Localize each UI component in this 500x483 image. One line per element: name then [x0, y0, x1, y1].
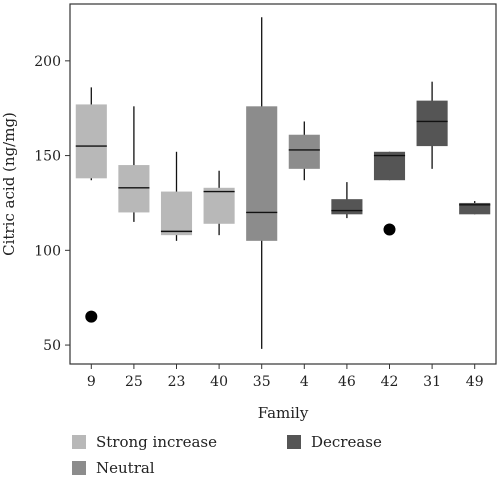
legend-item: Strong increase	[72, 433, 217, 451]
box	[331, 199, 363, 215]
box-family-49	[459, 201, 491, 215]
x-tick-label: 25	[125, 374, 143, 390]
legend-swatch	[287, 435, 301, 449]
x-tick-label: 40	[210, 374, 228, 390]
box	[75, 104, 107, 179]
box-family-23	[160, 151, 193, 241]
box	[459, 202, 491, 215]
box-family-42	[373, 151, 406, 236]
y-axis: 50 100 150 200	[34, 54, 70, 354]
box	[160, 191, 193, 236]
legend-label: Strong increase	[96, 433, 217, 451]
x-tick-label: 23	[168, 374, 186, 390]
boxes	[75, 17, 491, 349]
box-family-40	[203, 170, 235, 236]
x-tick-label: 31	[423, 374, 441, 390]
box-family-31	[416, 81, 448, 169]
y-tick-label: 200	[34, 54, 61, 70]
x-axis-title: Family	[258, 404, 309, 422]
legend-swatch	[72, 435, 86, 449]
y-tick-label: 50	[43, 338, 61, 354]
box	[246, 106, 278, 241]
box-family-4	[288, 121, 320, 181]
y-axis-title: Citric acid (ng/mg)	[0, 112, 18, 256]
y-tick-label: 100	[34, 243, 61, 259]
legend-label: Decrease	[311, 433, 382, 451]
x-tick-label: 4	[300, 374, 309, 390]
outlier-point	[85, 310, 98, 323]
x-tick-label: 35	[253, 374, 271, 390]
legend-item: Decrease	[287, 433, 382, 451]
x-tick-label: 42	[381, 374, 399, 390]
box-family-9	[75, 87, 107, 323]
x-tick-label: 49	[466, 374, 484, 390]
x-tick-label: 9	[87, 374, 96, 390]
x-tick-label: 46	[338, 374, 356, 390]
legend-label: Neutral	[96, 459, 155, 477]
box-family-25	[118, 106, 150, 222]
legend-swatch	[72, 461, 86, 475]
box-family-35	[246, 17, 278, 349]
legend-item: Neutral	[72, 459, 155, 477]
x-axis: 9 25 23 40 35 4 46 42 31 49	[87, 364, 484, 390]
y-tick-label: 150	[34, 149, 61, 165]
box-family-46	[331, 182, 363, 219]
outlier-point	[383, 223, 396, 236]
box	[203, 187, 235, 224]
box	[288, 134, 320, 169]
box	[373, 151, 406, 181]
box	[118, 165, 150, 213]
plot-frame	[69, 3, 497, 365]
box	[416, 100, 448, 147]
legend: Strong increase Neutral Decrease	[72, 433, 382, 477]
